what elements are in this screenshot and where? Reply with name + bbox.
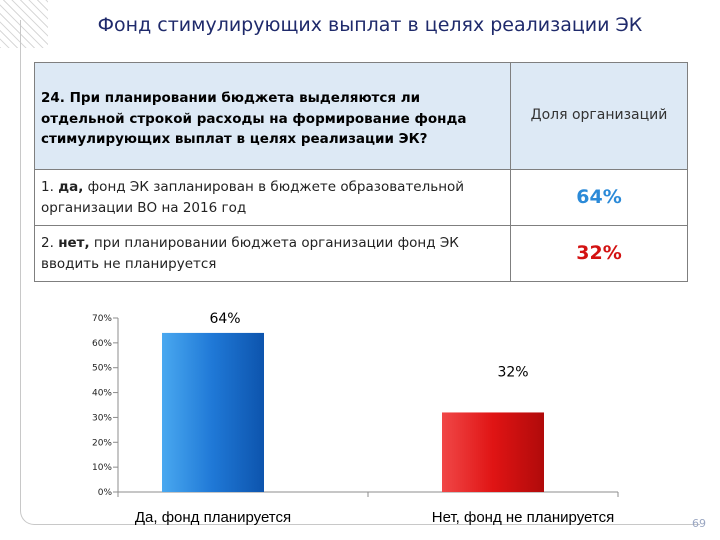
option-cell: 2. нет, при планировании бюджета организ…	[34, 225, 511, 282]
y-tick-label: 20%	[92, 438, 112, 448]
option-cell: 1. да, фонд ЭК запланирован в бюджете об…	[34, 169, 511, 226]
survey-table: 24. При планировании бюджета выделяются …	[34, 62, 688, 282]
y-tick-label: 30%	[92, 413, 112, 423]
slide-title: Фонд стимулирующих выплат в целях реализ…	[97, 14, 643, 36]
table-header-row: 24. При планировании бюджета выделяются …	[34, 62, 688, 170]
bar-chart: 0% 10% 20% 30% 40% 50% 60% 70% 64% Да, фонд плани…	[92, 311, 619, 526]
y-tick-label: 10%	[92, 463, 112, 473]
question-text: При планировании бюджета выделяются ли о…	[41, 89, 467, 148]
bar	[162, 332, 264, 492]
option-answer: нет,	[58, 234, 90, 251]
table-row: 1. да, фонд ЭК запланирован в бюджете об…	[34, 169, 688, 226]
question-number: 24.	[41, 89, 65, 106]
page-number: 69	[692, 517, 706, 530]
y-tick-label: 50%	[92, 364, 112, 374]
option-text: при планировании бюджета организации фон…	[41, 234, 459, 272]
option-value: 32%	[510, 225, 688, 282]
bar	[442, 412, 544, 492]
x-tick-label: Да, фонд планируется	[135, 509, 291, 526]
x-tick-label: Нет, фонд не планируется	[432, 509, 614, 526]
option-value: 64%	[510, 169, 688, 226]
slide-frame	[20, 20, 700, 525]
y-tick-label: 70%	[92, 314, 112, 324]
data-label: 32%	[497, 364, 528, 380]
question-cell: 24. При планировании бюджета выделяются …	[34, 62, 511, 170]
y-tick-label: 40%	[92, 389, 112, 399]
option-answer: да,	[58, 178, 84, 195]
table-row: 2. нет, при планировании бюджета организ…	[34, 225, 688, 282]
option-number: 1.	[41, 178, 54, 195]
data-label: 64%	[209, 311, 240, 327]
y-tick-label: 60%	[92, 339, 112, 349]
column-header: Доля организаций	[510, 62, 688, 170]
option-number: 2.	[41, 234, 54, 251]
option-text: фонд ЭК запланирован в бюджете образоват…	[41, 178, 465, 216]
y-tick-label: 0%	[98, 488, 113, 498]
